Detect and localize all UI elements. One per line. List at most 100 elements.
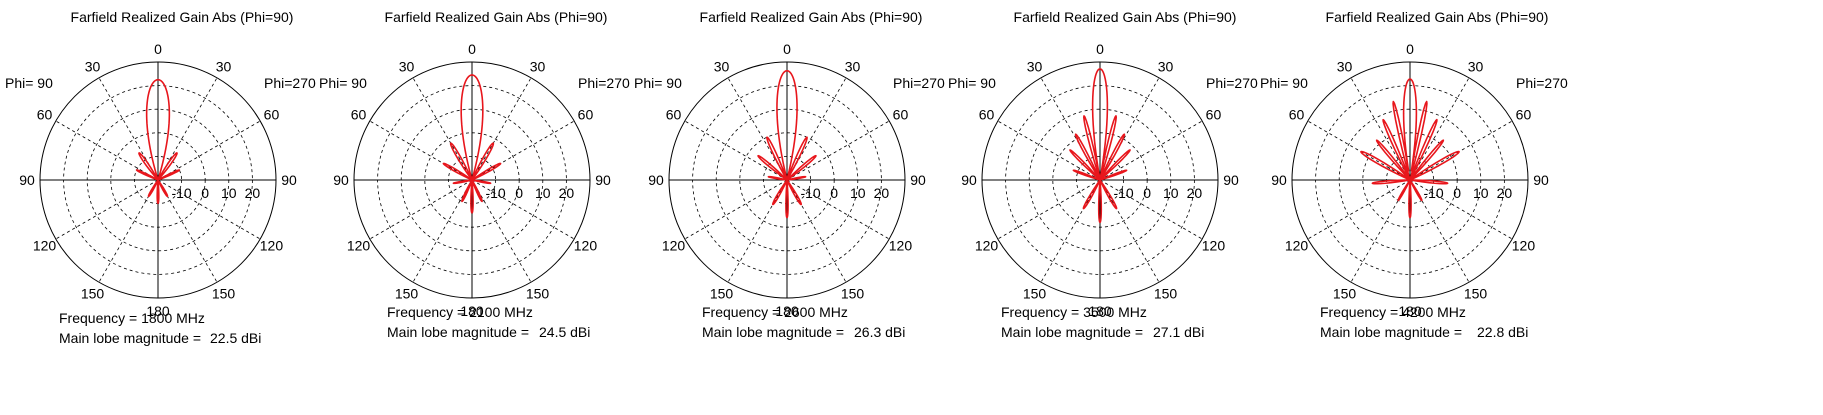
radial-tick-label: 0: [1453, 185, 1461, 201]
main-lobe-label: Main lobe magnitude =: [387, 324, 530, 340]
angle-tick-label: 60: [666, 107, 682, 123]
angle-tick-label: 60: [264, 107, 280, 123]
phi-left-label: Phi= 90: [634, 75, 682, 91]
grid-spoke: [471, 179, 575, 240]
radial-tick-label: 10: [1163, 185, 1179, 201]
angle-tick-label: 90: [333, 172, 349, 188]
angle-tick-label: 150: [212, 285, 236, 301]
grid-spoke: [786, 179, 847, 283]
angle-tick-label: 180: [1398, 303, 1422, 319]
radial-tick-label: 0: [515, 185, 523, 201]
polar-plot: 0 30 60 90 120 150 180 150 120 90 60 30 -10 0 10 20: [19, 41, 297, 319]
angle-tick-label: 150: [1023, 285, 1047, 301]
angle-tick-label: 180: [460, 303, 484, 319]
polar-chart-2: Farfield Realized Gain Abs (Phi=90) Phi= …: [314, 0, 678, 415]
grid-spoke: [412, 179, 473, 283]
angle-tick-label: 90: [281, 172, 297, 188]
grid-spoke: [55, 120, 159, 181]
angle-tick-label: 150: [81, 285, 105, 301]
angle-tick-label: 30: [85, 59, 101, 75]
radial-tick-label: 20: [245, 185, 261, 201]
angle-tick-label: 90: [1271, 172, 1287, 188]
grid-spoke: [55, 179, 159, 240]
polar-plot: 0 30 60 90 120 150 180 150 120 90 60 30 -10 0 10 20: [648, 41, 926, 319]
gain-pattern-curve: [1360, 78, 1460, 219]
angle-tick-label: 0: [1096, 41, 1104, 57]
angle-tick-label: 30: [1337, 59, 1353, 75]
angle-tick-label: 60: [1516, 107, 1532, 123]
angle-tick-label: 120: [889, 238, 913, 254]
phi-right-label: Phi=270: [1206, 75, 1258, 91]
main-lobe-value: 24.5 dBi: [539, 324, 591, 340]
chart-title: Farfield Realized Gain Abs (Phi=90): [1013, 9, 1237, 25]
grid-spoke: [1307, 179, 1411, 240]
grid-spoke: [1350, 77, 1411, 181]
angle-tick-label: 60: [351, 107, 367, 123]
grid-spoke: [997, 179, 1101, 240]
phi-left-label: Phi= 90: [948, 75, 996, 91]
gain-pattern-curve: [135, 78, 181, 205]
angle-tick-label: 150: [526, 285, 550, 301]
angle-tick-label: 150: [1464, 285, 1488, 301]
main-lobe-label: Main lobe magnitude =: [59, 330, 202, 346]
angle-tick-label: 30: [1027, 59, 1043, 75]
angle-tick-label: 60: [1289, 107, 1305, 123]
grid-spoke: [157, 179, 261, 240]
phi-left-label: Phi= 90: [319, 75, 367, 91]
phi-right-label: Phi=270: [1516, 75, 1568, 91]
grid-spoke: [369, 179, 473, 240]
radial-tick-label: 0: [1143, 185, 1151, 201]
grid-spoke: [471, 120, 575, 181]
polar-chart-5: Farfield Realized Gain Abs (Phi=90) Phi= …: [1255, 0, 1619, 415]
grid-spoke: [412, 77, 473, 181]
main-lobe-value: 22.5 dBi: [210, 330, 262, 346]
angle-tick-label: 120: [347, 238, 371, 254]
chart-title: Farfield Realized Gain Abs (Phi=90): [70, 9, 294, 25]
polar-chart-4: Farfield Realized Gain Abs (Phi=90) Phi= …: [943, 0, 1307, 415]
angle-tick-label: 120: [1285, 238, 1309, 254]
angle-tick-label: 120: [975, 238, 999, 254]
angle-tick-label: 30: [845, 59, 861, 75]
polar-chart-1: Farfield Realized Gain Abs (Phi=90) Phi= …: [0, 0, 364, 415]
angle-tick-label: 0: [1406, 41, 1414, 57]
angle-tick-label: 150: [841, 285, 865, 301]
angle-tick-label: 180: [775, 303, 799, 319]
angle-tick-label: 120: [574, 238, 598, 254]
radial-tick-label: 0: [201, 185, 209, 201]
polar-plot: 0 30 60 90 120 150 180 150 120 90 60 30 -10 0 10 20: [1271, 41, 1549, 319]
grid-spoke: [1409, 120, 1513, 181]
main-lobe-value: 22.8 dBi: [1477, 324, 1529, 340]
chart-title: Farfield Realized Gain Abs (Phi=90): [1325, 9, 1549, 25]
grid-spoke: [1307, 120, 1411, 181]
frequency-label: Frequency = 1800 MHz: [59, 310, 205, 326]
angle-tick-label: 120: [33, 238, 57, 254]
grid-spoke: [1040, 179, 1101, 283]
grid-spoke: [727, 179, 788, 283]
grid-spoke: [1409, 179, 1513, 240]
frequency-label: Frequency = 2600 MHz: [702, 304, 848, 320]
phi-left-label: Phi= 90: [1260, 75, 1308, 91]
angle-tick-label: 30: [1158, 59, 1174, 75]
grid-spoke: [1099, 120, 1203, 181]
main-lobe-value: 27.1 dBi: [1153, 324, 1205, 340]
grid-spoke: [471, 77, 532, 181]
frequency-label: Frequency = 3500 MHz: [1001, 304, 1147, 320]
frequency-label: Frequency = 4200 MHz: [1320, 304, 1466, 320]
polar-plot: 0 30 60 90 120 150 180 150 120 90 60 30 -10 0 10 20: [333, 41, 611, 319]
angle-tick-label: 150: [395, 285, 419, 301]
angle-tick-label: 150: [1333, 285, 1357, 301]
phi-right-label: Phi=270: [578, 75, 630, 91]
angle-tick-label: 0: [468, 41, 476, 57]
chart-title: Farfield Realized Gain Abs (Phi=90): [699, 9, 923, 25]
radial-tick-label: -10: [171, 185, 191, 201]
frequency-label: Frequency = 2100 MHz: [387, 304, 533, 320]
radial-tick-label: 20: [559, 185, 575, 201]
angle-tick-label: 30: [216, 59, 232, 75]
angle-tick-label: 60: [1206, 107, 1222, 123]
grid-spoke: [1099, 179, 1203, 240]
angle-tick-label: 120: [1202, 238, 1226, 254]
angle-tick-label: 90: [648, 172, 664, 188]
main-lobe-label: Main lobe magnitude =: [1320, 324, 1463, 340]
angle-tick-label: 120: [662, 238, 686, 254]
